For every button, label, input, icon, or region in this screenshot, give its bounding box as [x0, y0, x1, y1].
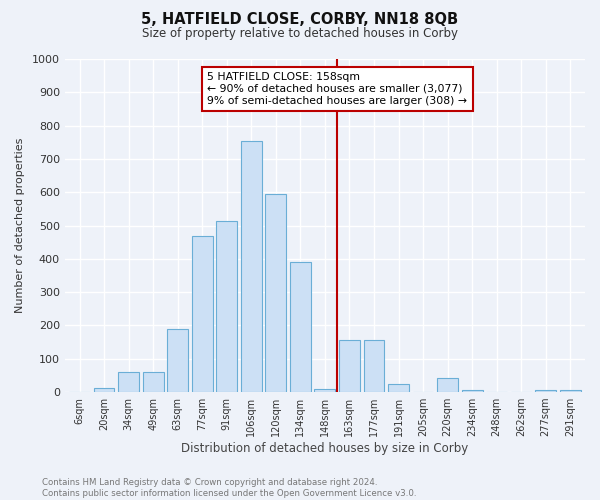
Bar [388, 384, 409, 392]
Bar [339, 340, 360, 392]
Text: Size of property relative to detached houses in Corby: Size of property relative to detached ho… [142, 28, 458, 40]
Bar [167, 329, 188, 392]
Bar [192, 236, 212, 392]
Bar [535, 390, 556, 392]
Bar [461, 390, 482, 392]
Bar [217, 220, 237, 392]
Bar [241, 140, 262, 392]
Text: 5 HATFIELD CLOSE: 158sqm
← 90% of detached houses are smaller (3,077)
9% of semi: 5 HATFIELD CLOSE: 158sqm ← 90% of detach… [207, 72, 467, 106]
Bar [143, 372, 164, 392]
Bar [290, 262, 311, 392]
Bar [560, 390, 581, 392]
Bar [364, 340, 385, 392]
Text: 5, HATFIELD CLOSE, CORBY, NN18 8QB: 5, HATFIELD CLOSE, CORBY, NN18 8QB [142, 12, 458, 28]
Bar [265, 194, 286, 392]
Text: Contains HM Land Registry data © Crown copyright and database right 2024.
Contai: Contains HM Land Registry data © Crown c… [42, 478, 416, 498]
Bar [437, 378, 458, 392]
Bar [314, 389, 335, 392]
X-axis label: Distribution of detached houses by size in Corby: Distribution of detached houses by size … [181, 442, 469, 455]
Bar [118, 372, 139, 392]
Bar [94, 388, 115, 392]
Y-axis label: Number of detached properties: Number of detached properties [15, 138, 25, 313]
